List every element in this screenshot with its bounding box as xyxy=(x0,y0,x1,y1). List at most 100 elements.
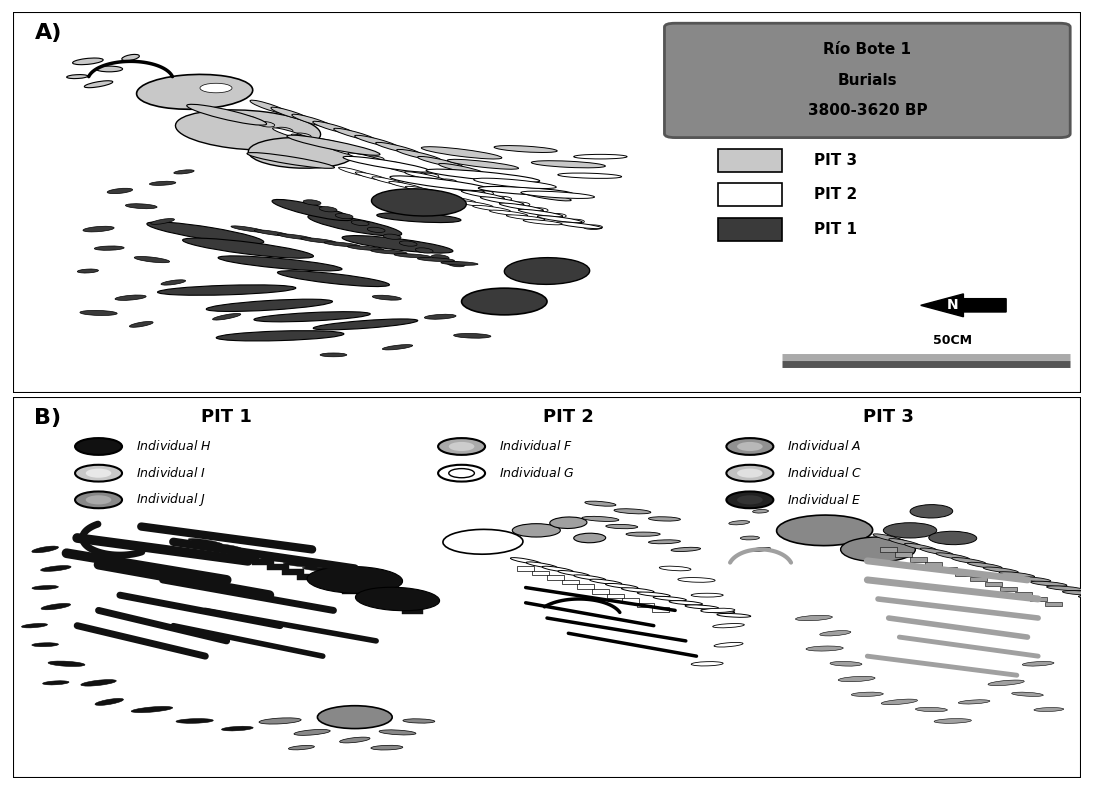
Ellipse shape xyxy=(678,578,715,582)
Ellipse shape xyxy=(590,579,621,585)
Ellipse shape xyxy=(605,583,638,589)
Ellipse shape xyxy=(322,571,358,576)
Ellipse shape xyxy=(126,204,158,208)
Ellipse shape xyxy=(638,592,671,597)
Ellipse shape xyxy=(313,319,418,330)
Bar xyxy=(253,560,274,564)
Ellipse shape xyxy=(830,662,862,666)
Bar xyxy=(652,608,668,612)
Ellipse shape xyxy=(348,153,387,163)
Ellipse shape xyxy=(335,214,353,219)
Text: PIT 3: PIT 3 xyxy=(814,153,857,168)
Bar xyxy=(969,577,987,582)
Ellipse shape xyxy=(129,321,153,327)
Bar xyxy=(237,554,258,560)
Bar xyxy=(532,571,549,575)
Ellipse shape xyxy=(456,185,475,189)
FancyBboxPatch shape xyxy=(664,24,1070,138)
Ellipse shape xyxy=(271,107,311,121)
Ellipse shape xyxy=(81,680,116,686)
Ellipse shape xyxy=(403,719,434,723)
Bar xyxy=(517,566,534,571)
Ellipse shape xyxy=(499,203,544,211)
Ellipse shape xyxy=(371,745,403,750)
Ellipse shape xyxy=(259,718,301,724)
Ellipse shape xyxy=(1062,590,1094,595)
Text: PIT 2: PIT 2 xyxy=(814,187,858,202)
Ellipse shape xyxy=(32,643,58,647)
Ellipse shape xyxy=(670,601,702,605)
Ellipse shape xyxy=(245,553,281,558)
Ellipse shape xyxy=(96,66,123,72)
Ellipse shape xyxy=(287,135,380,156)
Ellipse shape xyxy=(107,189,132,193)
Circle shape xyxy=(449,468,475,478)
Ellipse shape xyxy=(344,156,431,172)
Ellipse shape xyxy=(309,578,337,582)
Ellipse shape xyxy=(348,246,384,251)
Ellipse shape xyxy=(920,548,953,556)
Text: Burials: Burials xyxy=(838,73,897,88)
Ellipse shape xyxy=(272,128,309,140)
Text: $\mathit{Individual\ J}$: $\mathit{Individual\ J}$ xyxy=(136,491,206,509)
Ellipse shape xyxy=(312,139,329,144)
Ellipse shape xyxy=(550,517,587,528)
Bar xyxy=(1045,601,1061,606)
Ellipse shape xyxy=(348,150,366,156)
Ellipse shape xyxy=(329,147,368,157)
Ellipse shape xyxy=(473,205,511,211)
Ellipse shape xyxy=(161,280,186,285)
Ellipse shape xyxy=(67,75,88,79)
Bar xyxy=(298,575,318,579)
Ellipse shape xyxy=(32,546,58,553)
Text: $\mathit{Individual\ A}$: $\mathit{Individual\ A}$ xyxy=(788,439,862,454)
Ellipse shape xyxy=(301,238,336,243)
Ellipse shape xyxy=(418,156,463,167)
Ellipse shape xyxy=(340,576,377,581)
Ellipse shape xyxy=(386,165,427,175)
Ellipse shape xyxy=(151,219,174,224)
Ellipse shape xyxy=(150,182,176,185)
Circle shape xyxy=(85,442,112,451)
Ellipse shape xyxy=(502,185,549,194)
Ellipse shape xyxy=(528,208,548,212)
Ellipse shape xyxy=(389,176,490,191)
Ellipse shape xyxy=(223,563,252,567)
Ellipse shape xyxy=(851,692,883,696)
Ellipse shape xyxy=(356,587,440,611)
Ellipse shape xyxy=(717,613,750,617)
Ellipse shape xyxy=(1079,595,1094,600)
Circle shape xyxy=(737,495,763,505)
Ellipse shape xyxy=(265,557,300,563)
Ellipse shape xyxy=(649,516,680,521)
Text: PIT 1: PIT 1 xyxy=(201,409,252,426)
Ellipse shape xyxy=(248,138,354,168)
Ellipse shape xyxy=(489,210,527,216)
Ellipse shape xyxy=(573,154,627,159)
Ellipse shape xyxy=(368,227,385,233)
Ellipse shape xyxy=(701,609,735,613)
Bar xyxy=(372,599,393,604)
Ellipse shape xyxy=(905,543,936,551)
Ellipse shape xyxy=(523,219,562,225)
Bar xyxy=(327,584,348,590)
Ellipse shape xyxy=(351,220,369,226)
Ellipse shape xyxy=(507,215,545,220)
Ellipse shape xyxy=(158,285,295,296)
Ellipse shape xyxy=(372,177,406,185)
Bar xyxy=(718,149,782,172)
Ellipse shape xyxy=(226,548,261,554)
Bar xyxy=(577,585,594,589)
Ellipse shape xyxy=(137,75,253,109)
Ellipse shape xyxy=(626,532,660,536)
Ellipse shape xyxy=(266,571,294,574)
Ellipse shape xyxy=(967,562,1002,568)
Ellipse shape xyxy=(456,200,493,208)
Text: $\mathit{Individual\ F}$: $\mathit{Individual\ F}$ xyxy=(499,439,573,454)
Ellipse shape xyxy=(701,608,735,612)
Bar xyxy=(926,562,942,567)
Ellipse shape xyxy=(999,571,1035,578)
Ellipse shape xyxy=(427,169,539,182)
Ellipse shape xyxy=(1012,692,1044,696)
Text: $\mathit{Individual\ E}$: $\mathit{Individual\ E}$ xyxy=(788,493,862,507)
